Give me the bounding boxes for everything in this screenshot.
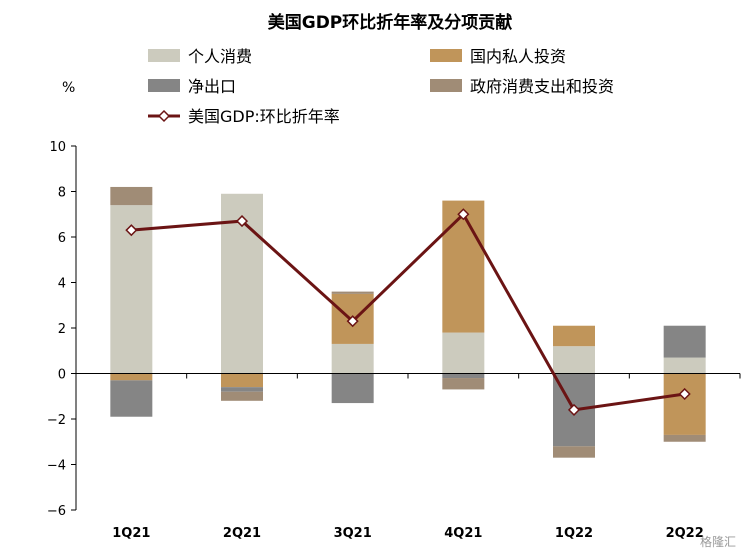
y-tick-label: 2	[58, 322, 66, 337]
legend-label-3: 政府消费支出和投资	[470, 77, 614, 96]
legend-swatch-0	[148, 49, 180, 62]
y-tick-label: 0	[58, 368, 66, 383]
bar-2Q22-series-1	[663, 373, 706, 435]
bar-1Q21-series-3	[110, 186, 153, 206]
x-tick-label: 2Q21	[223, 526, 261, 541]
legend-label-4: 美国GDP:环比折年率	[188, 107, 340, 126]
bar-2Q21-series-2	[221, 387, 263, 392]
legend-swatch-3	[430, 79, 462, 92]
bar-3Q21-series-0	[331, 343, 374, 374]
bar-1Q22-series-3	[553, 446, 595, 458]
bar-3Q21-series-3	[331, 291, 374, 294]
x-tick-label: 1Q22	[555, 526, 593, 541]
bar-1Q22-series-0	[553, 346, 595, 374]
bars	[110, 186, 706, 458]
bar-4Q21-series-3	[442, 378, 485, 390]
gdp-point-3Q21	[346, 315, 359, 328]
bar-4Q21-series-0	[442, 332, 485, 374]
bar-4Q21-series-1	[442, 200, 485, 333]
bar-1Q21-series-2	[110, 380, 153, 417]
bar-1Q21-series-1	[110, 373, 153, 381]
legend-swatch-1	[430, 49, 462, 62]
y-tick-label: 6	[58, 231, 66, 246]
bar-2Q22-series-2	[663, 325, 706, 358]
bar-2Q21-series-3	[221, 391, 263, 401]
gdp-point-4Q21	[457, 208, 470, 221]
watermark: 格隆汇	[700, 534, 736, 549]
y-tick-label: 10	[49, 140, 66, 155]
gdp-point-2Q22	[678, 387, 691, 401]
y-tick-label: 8	[58, 186, 66, 201]
y-axis-unit: %	[62, 80, 75, 96]
y-tick-label: −6	[47, 504, 66, 519]
bar-2Q21-series-1	[221, 373, 263, 388]
x-tick-label: 3Q21	[334, 526, 372, 541]
x-tick-label: 4Q21	[444, 526, 482, 541]
y-tick-label: 4	[58, 277, 66, 292]
bar-2Q22-series-3	[663, 434, 706, 442]
legend-marker	[157, 109, 171, 123]
gdp-point-1Q22	[567, 403, 581, 416]
bar-2Q22-series-0	[663, 357, 706, 374]
y-tick-label: −4	[47, 459, 66, 474]
gdp-point-1Q21	[125, 224, 138, 237]
gdp-line-path	[131, 211, 685, 412]
x-tick-label: 2Q22	[666, 526, 704, 541]
legend-label-0: 个人消费	[188, 47, 252, 66]
bar-1Q22-series-1	[553, 325, 595, 347]
legend-label-2: 净出口	[188, 77, 236, 96]
gdp-line	[125, 208, 691, 416]
y-tick-label: −2	[47, 413, 66, 428]
bar-3Q21-series-2	[331, 373, 374, 404]
bar-4Q21-series-2	[442, 373, 485, 379]
axes: −6 −4 −2 0 2 4 6 8 10 1Q21 2Q21 3Q21 4Q21 1Q22 2Q22	[47, 140, 741, 541]
legend-label-1: 国内私人投资	[470, 47, 566, 66]
x-tick-label: 1Q21	[112, 526, 150, 541]
chart-title: 美国GDP环比折年率及分项贡献	[268, 12, 513, 33]
gdp-point-2Q21	[235, 215, 249, 228]
legend-swatch-2	[148, 79, 180, 92]
